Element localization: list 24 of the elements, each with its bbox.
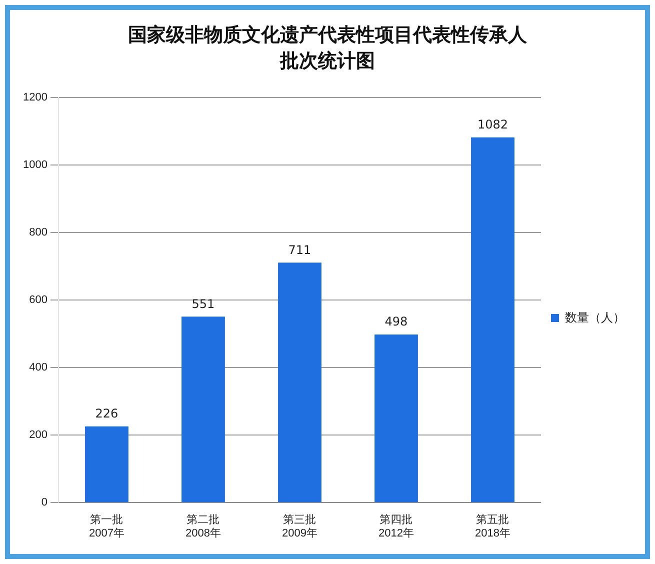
data-label: 1082 — [477, 118, 508, 132]
bar — [471, 137, 514, 502]
data-label: 498 — [384, 314, 408, 329]
y-tick-label: 600 — [29, 294, 48, 306]
data-label: 551 — [192, 296, 215, 311]
bar — [182, 316, 225, 502]
data-label: 226 — [95, 406, 118, 420]
bar — [85, 426, 128, 502]
x-tick-label: 第三批 2009年 — [282, 514, 318, 540]
bar — [278, 262, 322, 502]
y-tick-label: 0 — [41, 496, 48, 509]
x-tick-label: 第五批 2018年 — [475, 514, 510, 540]
y-tick-label: 1200 — [22, 92, 48, 104]
x-tick-label: 第四批 2012年 — [378, 514, 414, 540]
bar — [374, 334, 418, 502]
y-tick-label: 1000 — [22, 159, 48, 172]
chart-title: 国家级非物质文化遗产代表性项目代表性传承人批次统计图 — [127, 23, 528, 74]
x-tick-label: 第一批 2007年 — [88, 514, 124, 540]
y-tick-label: 400 — [29, 362, 48, 374]
y-tick-label: 200 — [29, 429, 48, 442]
y-tick-label: 800 — [29, 226, 48, 239]
legend-label: 数量（人） — [565, 310, 625, 324]
data-label: 711 — [288, 242, 312, 257]
x-tick-label: 第二批 2008年 — [185, 514, 221, 540]
